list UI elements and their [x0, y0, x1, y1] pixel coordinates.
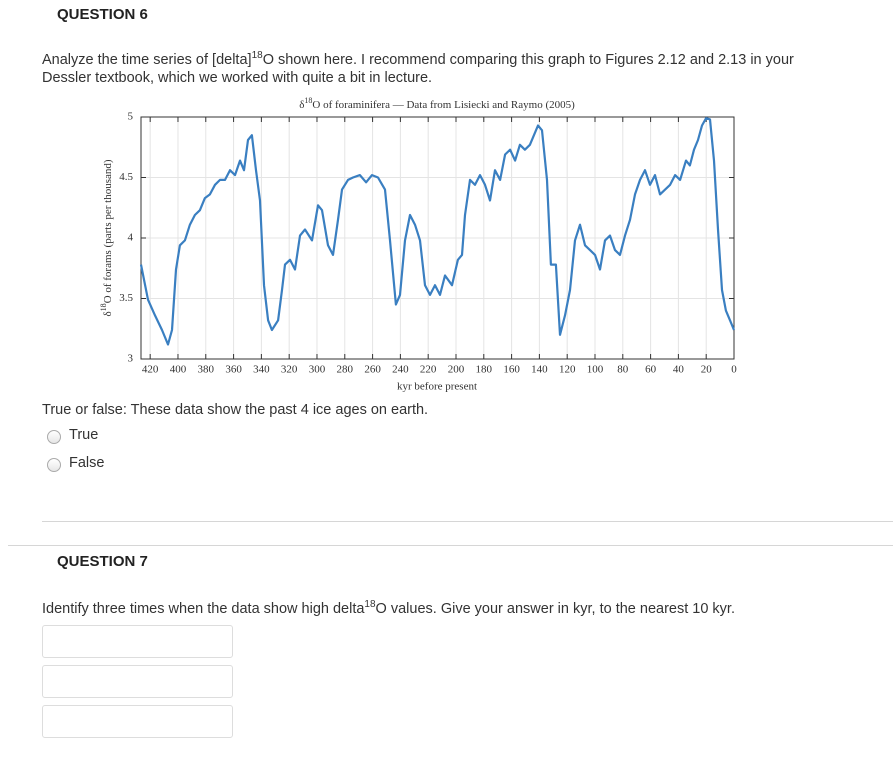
x-tick-label: 260	[364, 364, 381, 376]
title-text: O of foraminifera — Data from Lisiecki a…	[312, 99, 575, 111]
x-tick-label: 280	[337, 364, 354, 376]
x-tick-label: 160	[503, 364, 520, 376]
x-tick-label: 220	[420, 364, 437, 376]
x-tick-label: 180	[476, 364, 493, 376]
x-tick-label: 380	[198, 364, 215, 376]
question-statement: True or false: These data show the past …	[42, 402, 429, 418]
superscript: 18	[364, 599, 376, 610]
question-prompt: Dessler textbook, which we worked with q…	[42, 70, 433, 86]
question-prompt: Identify three times when the data show …	[42, 599, 735, 618]
x-tick-label: 80	[617, 364, 629, 376]
question-prompt: Analyze the time series of [delta]18O sh…	[42, 50, 794, 69]
x-tick-label: 120	[559, 364, 576, 376]
y-tick-label: 4	[128, 232, 134, 244]
y-tick-label: 5	[128, 111, 134, 123]
x-axis-label: kyr before present	[397, 381, 477, 393]
divider	[8, 545, 893, 546]
y-tick-label: 4.5	[119, 171, 133, 183]
prompt-text: O values. Give your answer in kyr, to th…	[375, 601, 735, 617]
ylabel-text: O of forams (parts per thousand)	[102, 159, 114, 303]
ylabel-text: δ	[102, 311, 114, 316]
x-tick-label: 100	[587, 364, 604, 376]
x-tick-label: 320	[281, 364, 298, 376]
x-tick-label: 20	[701, 364, 713, 376]
radio-button[interactable]	[47, 458, 61, 472]
divider	[42, 521, 893, 522]
y-axis-label: δ18O of forams (parts per thousand)	[99, 159, 114, 316]
option-label[interactable]: True	[69, 427, 99, 443]
ylabel-sup: 18	[99, 303, 108, 311]
x-tick-label: 140	[531, 364, 548, 376]
prompt-text: O shown here. I recommend comparing this…	[262, 52, 794, 68]
prompt-text: Identify three times when the data show …	[42, 601, 365, 617]
question-heading: QUESTION 7	[57, 553, 148, 570]
y-tick-label: 3.5	[119, 292, 133, 304]
chart-title: δ18O of foraminifera — Data from Lisieck…	[299, 96, 575, 111]
x-tick-label: 0	[731, 364, 737, 376]
x-tick-label: 240	[392, 364, 409, 376]
x-tick-label: 300	[309, 364, 326, 376]
option-label[interactable]: False	[69, 455, 105, 471]
chart: δ18O of foraminifera — Data from Lisieck…	[99, 96, 737, 393]
data-line	[139, 117, 736, 346]
title-text: δ	[299, 99, 304, 111]
superscript: 18	[251, 50, 263, 61]
answer-input[interactable]	[42, 665, 233, 698]
x-tick-label: 400	[170, 364, 187, 376]
answer-input[interactable]	[42, 705, 233, 738]
x-tick-label: 340	[253, 364, 270, 376]
prompt-text: Analyze the time series of [delta]	[42, 52, 252, 68]
y-tick-label: 3	[128, 353, 134, 365]
x-tick-label: 420	[142, 364, 159, 376]
plot-frame	[140, 116, 735, 360]
question-heading: QUESTION 6	[57, 6, 148, 23]
x-tick-label: 40	[673, 364, 685, 376]
x-tick-label: 60	[645, 364, 657, 376]
title-sup: 18	[304, 96, 312, 105]
x-tick-label: 200	[448, 364, 465, 376]
radio-button[interactable]	[47, 430, 61, 444]
answer-input[interactable]	[42, 625, 233, 658]
x-tick-label: 360	[225, 364, 242, 376]
